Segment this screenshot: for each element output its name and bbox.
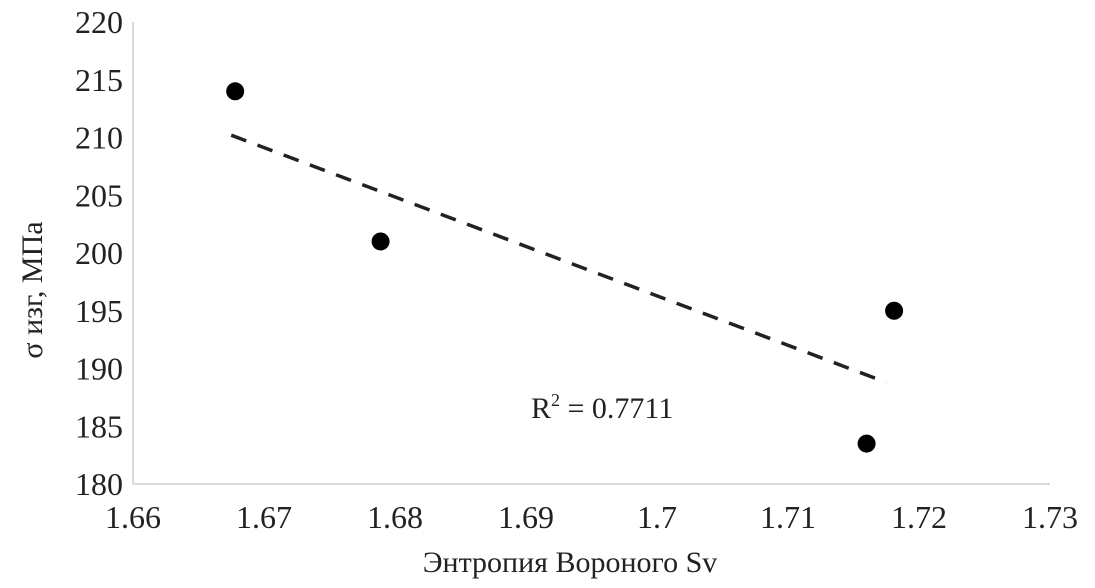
x-tick-label: 1.71 (760, 499, 816, 535)
y-tick-label: 190 (75, 351, 123, 387)
y-tick-label: 215 (75, 62, 123, 98)
x-tick-label: 1.68 (367, 499, 423, 535)
y-tick-label: 220 (75, 4, 123, 40)
x-tick-label: 1.72 (891, 499, 947, 535)
y-axis-label: σ изг, МПа (16, 221, 49, 358)
tick-labels: 180 185 190 195 200 205 210 215 220 1.66 1.67 1.68 1… (75, 4, 1078, 535)
x-tick-label: 1.7 (637, 499, 677, 535)
data-point (857, 434, 876, 453)
trendline-group (230, 133, 887, 384)
r-squared-annotation: R2 = 0.7711 (531, 390, 673, 425)
axes (132, 22, 1050, 485)
data-point (371, 232, 390, 251)
y-tick-label: 195 (75, 293, 123, 329)
y-tick-label: 180 (75, 466, 123, 502)
x-tick-label: 1.66 (105, 499, 161, 535)
data-point (885, 301, 904, 320)
x-axis-label: Энтропия Вороного Sv (423, 546, 718, 579)
r-squared-r: R (531, 392, 551, 425)
r-squared-value: = 0.7711 (560, 392, 673, 425)
y-tick-label: 210 (75, 120, 123, 156)
trendline (230, 133, 887, 384)
y-tick-label: 185 (75, 408, 123, 444)
data-points (226, 82, 904, 453)
x-tick-label: 1.73 (1022, 499, 1078, 535)
r-squared-sup: 2 (551, 390, 560, 410)
x-tick-label: 1.69 (498, 499, 554, 535)
y-tick-label: 200 (75, 235, 123, 271)
data-point (226, 82, 245, 101)
x-tick-label: 1.67 (236, 499, 292, 535)
y-tick-label: 205 (75, 177, 123, 213)
